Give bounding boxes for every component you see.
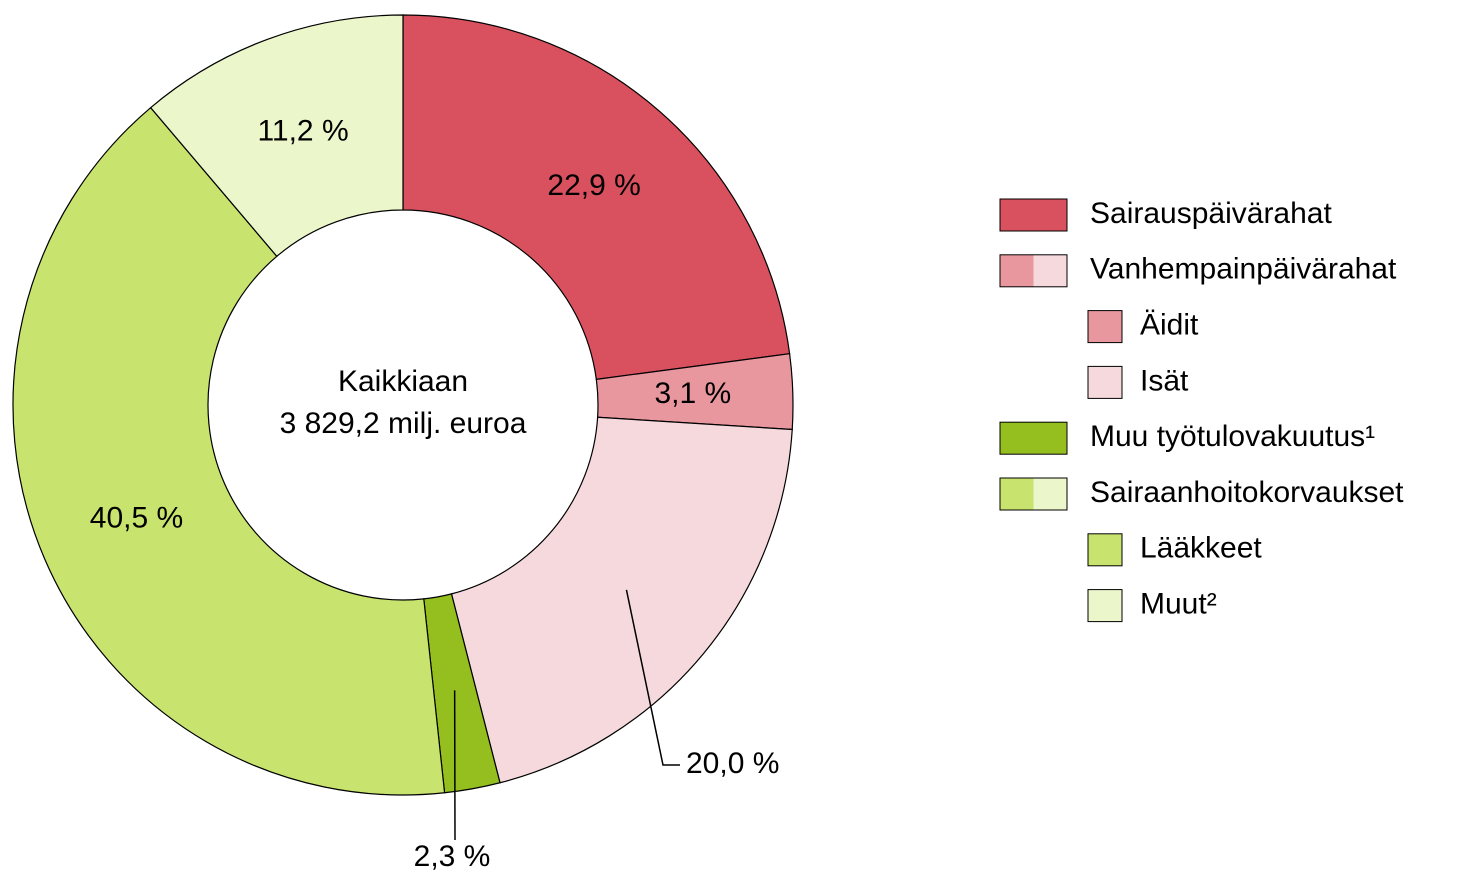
center-label: 3 829,2 milj. euroa bbox=[280, 407, 527, 440]
legend-label: Muu työtulovakuutus¹ bbox=[1090, 420, 1375, 453]
data-label: 22,9 % bbox=[547, 169, 640, 202]
legend-label: Muut² bbox=[1140, 588, 1217, 621]
legend-group-label: Vanhempainpäivärahat bbox=[1090, 253, 1397, 286]
legend-swatch bbox=[1000, 422, 1067, 454]
center-label: Kaikkiaan bbox=[338, 365, 468, 398]
data-label: 20,0 % bbox=[686, 747, 779, 780]
legend-swatch bbox=[1000, 199, 1067, 231]
legend-label: Isät bbox=[1140, 364, 1189, 397]
legend-swatch bbox=[1034, 478, 1068, 510]
legend-swatch bbox=[1000, 255, 1034, 287]
legend-swatch bbox=[1088, 311, 1122, 343]
legend-swatch bbox=[1088, 590, 1122, 622]
data-label: 11,2 % bbox=[257, 115, 348, 148]
legend-swatch bbox=[1088, 534, 1122, 566]
data-label: 3,1 % bbox=[654, 377, 731, 410]
slice bbox=[451, 417, 792, 783]
legend-label: Äidit bbox=[1140, 309, 1199, 342]
legend-swatch bbox=[1034, 255, 1068, 287]
legend-swatch bbox=[1088, 366, 1122, 398]
legend-swatch bbox=[1000, 478, 1034, 510]
legend-label: Lääkkeet bbox=[1140, 532, 1262, 565]
legend-group-label: Sairaanhoitokorvaukset bbox=[1090, 476, 1404, 509]
legend-label: Sairauspäivärahat bbox=[1090, 197, 1332, 230]
data-label: 40,5 % bbox=[90, 501, 183, 534]
data-label: 2,3 % bbox=[414, 840, 491, 873]
